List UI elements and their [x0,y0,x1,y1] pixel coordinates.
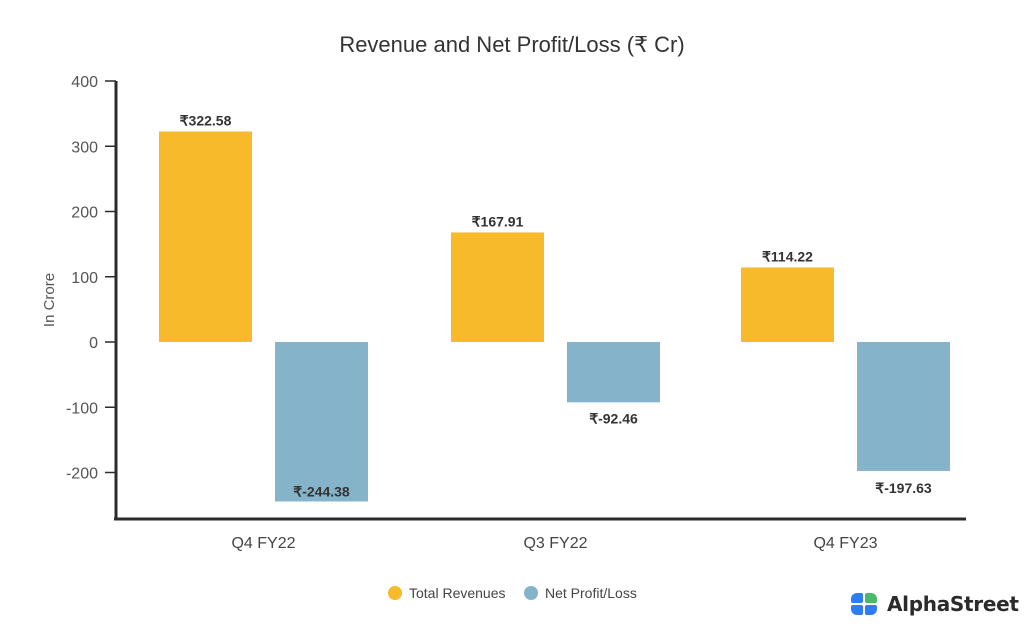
bar-net-profit-1 [567,342,660,403]
brand-logo: AlphaStreet [851,592,1019,616]
y-axis-ticks: 400 300 200 100 0 -100 -200 [66,74,116,483]
alphastreet-logo-icon [851,593,877,615]
data-label: ₹-244.38 [293,483,350,499]
y-tick-label: -200 [66,466,98,483]
x-axis-categories: Q4 FY22 Q3 FY22 Q4 FY23 [231,535,877,552]
data-label: ₹-92.46 [589,410,638,426]
bar-net-profit-0 [275,342,368,502]
y-tick-label: -100 [66,400,98,417]
brand-name: AlphaStreet [887,592,1019,616]
y-tick-label: 100 [71,270,98,287]
bar-revenue-0 [159,131,252,342]
y-tick-label: 300 [71,139,98,156]
chart-title: Revenue and Net Profit/Loss (₹ Cr) [339,32,684,57]
bar-revenue-2 [741,267,834,342]
data-label: ₹322.58 [180,113,232,129]
data-label: ₹114.22 [762,248,813,264]
legend-swatch-revenue [388,586,402,600]
y-axis-title: In Crore [41,273,58,327]
legend-label: Net Profit/Loss [545,585,637,601]
bars [159,131,950,502]
legend-label: Total Revenues [409,585,506,601]
data-label: ₹-197.63 [875,480,932,496]
x-category-label: Q4 FY22 [231,535,295,552]
bar-net-profit-2 [857,342,950,471]
y-tick-label: 400 [71,74,98,91]
data-label: ₹167.91 [472,213,524,229]
bar-revenue-1 [451,232,544,342]
y-tick-label: 0 [89,335,98,352]
legend-swatch-net-profit [524,586,538,600]
x-category-label: Q3 FY22 [523,535,587,552]
y-tick-label: 200 [71,205,98,222]
legend: Total Revenues Net Profit/Loss [388,585,637,601]
data-labels: ₹322.58 ₹-244.38 ₹167.91 ₹-92.46 ₹114.22 ₹-19… [180,113,932,500]
x-category-label: Q4 FY23 [813,535,877,552]
